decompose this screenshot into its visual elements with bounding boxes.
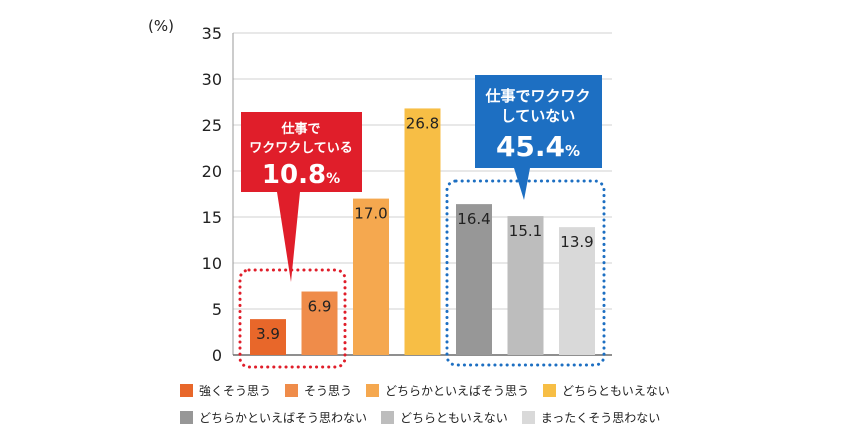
- legend-swatch: [381, 410, 395, 424]
- callout-text: ワクワクしている: [249, 141, 353, 156]
- legend-label: どちらかといえばそう思う: [385, 383, 530, 398]
- legend-item: 強くそう思う: [180, 382, 271, 399]
- callout-box: [475, 75, 602, 200]
- legend-label: どちらともいえない: [400, 410, 508, 425]
- legend-label: どちらともいえない: [562, 383, 670, 398]
- data-label: 6.9: [308, 298, 332, 316]
- legend-item: どちらかといえばそう思う: [366, 382, 529, 399]
- callout-value: 10.8%: [262, 160, 340, 190]
- callout-text: していない: [501, 107, 576, 125]
- legend-label: まったくそう思わない: [540, 410, 661, 425]
- data-label: 17.0: [354, 205, 387, 223]
- legend-row: どちらかといえばそう思わない どちらともいえない まったくそう思わない: [180, 407, 700, 427]
- legend-item: どちらともいえない: [543, 382, 670, 399]
- bar: [456, 204, 492, 355]
- bar: [353, 198, 389, 355]
- legend-item: どちらかといえばそう思わない: [180, 409, 367, 426]
- y-tick-label: 5: [212, 300, 222, 319]
- y-tick-label: 30: [202, 70, 222, 89]
- y-tick-label: 0: [212, 346, 222, 365]
- legend-swatch: [180, 383, 193, 397]
- bar: [404, 108, 441, 355]
- legend-swatch: [180, 410, 193, 424]
- bar: [250, 319, 286, 355]
- callout-text: 仕事で: [280, 121, 320, 137]
- legend-swatch: [366, 383, 380, 397]
- legend-item: どちらともいえない: [381, 409, 508, 426]
- data-label: 16.4: [457, 210, 490, 228]
- callout-text: 仕事でワクワク: [484, 87, 590, 105]
- bar: [301, 291, 338, 355]
- legend: 強くそう思う そう思う どちらかといえばそう思う どちらともいえない どちらかといえば…: [180, 380, 700, 434]
- callout-box: [241, 112, 362, 282]
- bar: [507, 216, 544, 355]
- legend-item: そう思う: [285, 382, 352, 399]
- legend-label: そう思う: [304, 383, 353, 398]
- y-tick-label: 15: [202, 208, 222, 227]
- legend-swatch: [285, 383, 299, 397]
- legend-label: 強くそう思う: [199, 383, 272, 398]
- legend-label: どちらかといえばそう思わない: [199, 410, 368, 425]
- y-unit-label: (%): [148, 17, 174, 35]
- group-outline-working: [238, 268, 347, 369]
- y-tick-label: 10: [202, 254, 222, 273]
- legend-row: 強くそう思う そう思う どちらかといえばそう思う どちらともいえない: [180, 380, 700, 400]
- bar-chart: 0 5 10 15 20 25 30 35 (%) 3.9 6.9 17.0 26.8 16.4 15.1 1…: [148, 17, 612, 369]
- data-label: 26.8: [406, 114, 439, 132]
- bar: [559, 227, 595, 355]
- y-tick-label: 25: [202, 116, 222, 135]
- y-tick-label: 35: [202, 24, 222, 43]
- legend-swatch: [521, 410, 535, 424]
- data-label: 15.1: [509, 222, 542, 240]
- legend-item: まったくそう思わない: [521, 409, 661, 426]
- data-label: 3.9: [256, 325, 280, 343]
- callout-value: 45.4%: [496, 130, 580, 163]
- data-label: 13.9: [560, 233, 593, 251]
- legend-swatch: [543, 383, 557, 397]
- y-tick-label: 20: [202, 162, 222, 181]
- group-outline-not-working: [445, 179, 606, 367]
